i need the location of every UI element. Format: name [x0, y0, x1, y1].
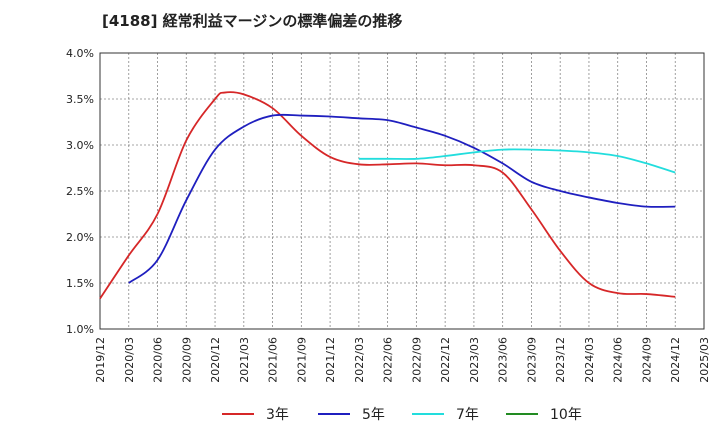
x-tick-label: 2022/09: [410, 337, 423, 383]
y-tick-label: 3.5%: [66, 93, 94, 106]
x-tick-label: 2024/03: [583, 337, 596, 383]
legend-label: 3年: [266, 407, 289, 423]
x-tick-label: 2025/03: [698, 337, 711, 383]
x-tick-label: 2022/03: [353, 337, 366, 383]
y-tick-label: 1.0%: [66, 323, 94, 336]
x-tick-label: 2023/03: [468, 337, 481, 383]
legend-label: 7年: [456, 407, 479, 423]
y-tick-label: 2.0%: [66, 231, 94, 244]
legend-label: 10年: [550, 407, 582, 423]
axis-layer: 2019/12 2020/03 2020/06 2020/09 2020/12 2021/…: [66, 47, 711, 383]
series-line-3: [358, 148, 676, 174]
x-tick-label: 2020/03: [123, 337, 136, 383]
x-tick-label: 2021/06: [267, 337, 280, 383]
series-layer: [99, 91, 676, 300]
x-tick-label: 2023/06: [497, 337, 510, 383]
legend-layer: 3年 5年 7年 10年: [222, 407, 582, 423]
legend-label: 5年: [362, 407, 385, 423]
x-tick-label: 2022/12: [439, 337, 452, 383]
series-line-1: [99, 91, 676, 300]
x-tick-label: 2024/12: [669, 337, 682, 383]
x-tick-label: 2024/06: [612, 337, 625, 383]
x-tick-label: 2021/03: [238, 337, 251, 383]
x-tick-label: 2021/09: [295, 337, 308, 383]
x-tick-label: 2024/09: [640, 337, 653, 383]
x-tick-label: 2020/09: [180, 337, 193, 383]
x-tick-label: 2022/06: [382, 337, 395, 383]
x-tick-label: 2019/12: [94, 337, 107, 383]
plot-frame: [99, 52, 705, 330]
x-tick-label: 2020/06: [152, 337, 165, 383]
y-tick-label: 1.5%: [66, 277, 94, 290]
y-tick-label: 2.5%: [66, 185, 94, 198]
y-tick-label: 4.0%: [66, 47, 94, 60]
x-tick-label: 2023/12: [554, 337, 567, 383]
y-tick-label: 3.0%: [66, 139, 94, 152]
series-line-2: [128, 113, 676, 284]
x-tick-label: 2023/09: [525, 337, 538, 383]
x-tick-label: 2021/12: [324, 337, 337, 383]
chart-title: [4188] 経常利益マージンの標準偏差の推移: [102, 12, 403, 30]
x-tick-label: 2020/12: [209, 337, 222, 383]
